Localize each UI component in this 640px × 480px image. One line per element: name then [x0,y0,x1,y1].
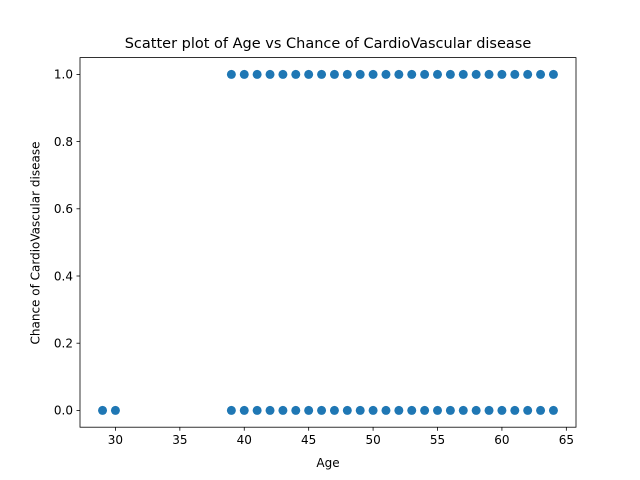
chart-title: Scatter plot of Age vs Chance of CardioV… [125,36,532,52]
data-point [368,405,378,415]
x-tick-label: 30 [108,433,123,447]
data-point [355,405,365,415]
x-axis-label: Age [316,456,339,470]
data-point [226,69,236,79]
data-point [342,69,352,79]
data-point [510,405,520,415]
data-point [110,405,120,415]
x-tick-label: 60 [494,433,509,447]
data-point [381,405,391,415]
data-point [265,69,275,79]
data-point [98,405,108,415]
data-point [420,405,430,415]
data-point [407,69,417,79]
data-point [433,69,443,79]
data-point [226,405,236,415]
data-point [458,69,468,79]
data-point [265,405,275,415]
data-point [548,405,558,415]
data-point [497,69,507,79]
y-tick-label: 0.8 [54,135,73,149]
x-tick-label: 65 [559,433,574,447]
data-point [536,69,546,79]
data-point [239,405,249,415]
y-tick-label: 0.2 [54,337,73,351]
data-point [536,405,546,415]
data-points [98,69,558,415]
data-point [484,405,494,415]
y-tick-label: 0.4 [54,269,73,283]
data-point [381,69,391,79]
y-tick-label: 1.0 [54,68,73,82]
data-point [471,405,481,415]
data-point [329,69,339,79]
x-tick-label: 55 [430,433,445,447]
data-point [278,69,288,79]
data-point [368,69,378,79]
data-point [433,405,443,415]
y-tick-label: 0.0 [54,404,73,418]
x-tick-label: 50 [365,433,380,447]
data-point [291,405,301,415]
data-point [304,405,314,415]
data-point [252,405,262,415]
axis-ticks: 30 35 40 45 50 55 60 65 0.0 0.2 0.4 0.6 0.8 1.0 [54,68,574,448]
data-point [394,405,404,415]
y-tick-label: 0.6 [54,202,73,216]
data-point [239,69,249,79]
data-point [458,405,468,415]
y-axis-label: Chance of CardioVascular disease [29,142,43,345]
data-point [304,69,314,79]
data-point [523,69,533,79]
plot-frame [79,57,577,428]
data-point [407,405,417,415]
data-point [523,405,533,415]
data-point [278,405,288,415]
data-point [445,405,455,415]
data-point [291,69,301,79]
data-point [329,405,339,415]
x-tick-label: 35 [172,433,187,447]
x-tick-label: 40 [237,433,252,447]
x-tick-label: 45 [301,433,316,447]
data-point [510,69,520,79]
data-point [471,69,481,79]
data-point [484,69,494,79]
data-point [420,69,430,79]
data-point [497,405,507,415]
data-point [394,69,404,79]
data-point [355,69,365,79]
data-point [548,69,558,79]
data-point [445,69,455,79]
data-point [252,69,262,79]
data-point [317,405,327,415]
data-point [342,405,352,415]
data-point [317,69,327,79]
